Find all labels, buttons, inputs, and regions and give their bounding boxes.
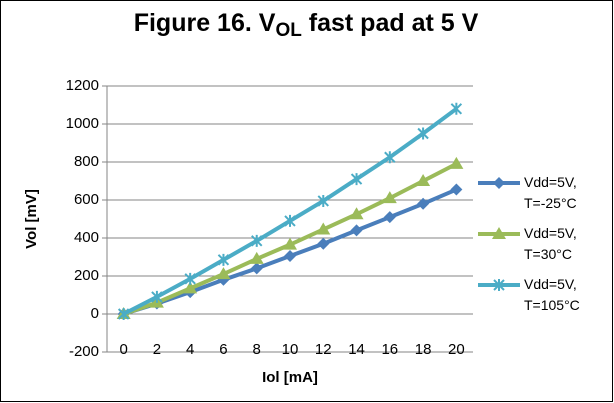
y-tick-label: 800 [74, 153, 99, 170]
series [117, 102, 463, 320]
point [383, 211, 396, 224]
x-tick-label: 4 [186, 341, 194, 358]
point [184, 272, 196, 285]
point [417, 197, 430, 210]
y-tick-label: 1000 [66, 115, 99, 132]
point [449, 156, 464, 169]
point [217, 253, 230, 266]
title-part: fast pad at 5 V [302, 9, 479, 37]
x-tick-label: 8 [253, 341, 261, 358]
x-tick-label: 2 [153, 341, 161, 358]
legend-label: Vdd=5V, T=-25°C [524, 174, 577, 211]
x-tick-label: 20 [448, 341, 465, 358]
y-tick-label: 1200 [66, 77, 99, 94]
point [284, 214, 296, 227]
point [317, 194, 329, 207]
point [216, 267, 231, 280]
legend-label: Vdd=5V, T=105°C [524, 276, 580, 313]
point [117, 308, 130, 320]
point [384, 151, 396, 164]
point [251, 234, 263, 247]
point [317, 237, 330, 250]
legend-marker [493, 279, 505, 291]
legend-item: Vdd=5V, T=105°C [524, 276, 580, 313]
y-tick-label: -200 [69, 343, 99, 360]
point [416, 174, 431, 186]
point [183, 281, 198, 294]
point [284, 250, 296, 263]
point [417, 127, 429, 140]
legend-item: Vdd=5V, T=-25°C [524, 174, 577, 211]
point [350, 173, 363, 186]
y-tick-label: 400 [74, 229, 99, 246]
x-tick-label: 6 [219, 341, 227, 358]
x-tick-label: 18 [415, 341, 432, 358]
legend-marker [492, 227, 506, 239]
point [349, 207, 364, 220]
y-tick-label: 0 [91, 305, 99, 322]
point [382, 191, 397, 204]
y-tick-label: 600 [74, 191, 99, 208]
x-tick-label: 0 [119, 341, 127, 358]
y-tick-label: 200 [74, 267, 99, 284]
point [283, 237, 297, 250]
point [249, 251, 264, 264]
point [350, 224, 363, 237]
x-tick-label: 10 [282, 341, 299, 358]
x-tick-label: 14 [348, 341, 365, 358]
y-axis-label: Vol [mV] [23, 189, 40, 249]
point [450, 183, 463, 196]
legend-label: Vdd=5V, T=30°C [524, 225, 577, 262]
legend-item: Vdd=5V, T=30°C [524, 225, 577, 262]
point [250, 262, 263, 275]
title-part: Figure 16. V [134, 9, 276, 37]
x-tick-label: 16 [381, 341, 398, 358]
x-axis-label: Iol [mA] [262, 369, 318, 386]
point [151, 290, 163, 303]
title-subscript: OL [275, 20, 302, 41]
point [316, 222, 331, 235]
chart-title: Figure 16. VOL fast pad at 5 V [134, 9, 479, 41]
legend-marker [493, 177, 505, 189]
point [450, 102, 463, 115]
x-tick-label: 12 [315, 341, 332, 358]
